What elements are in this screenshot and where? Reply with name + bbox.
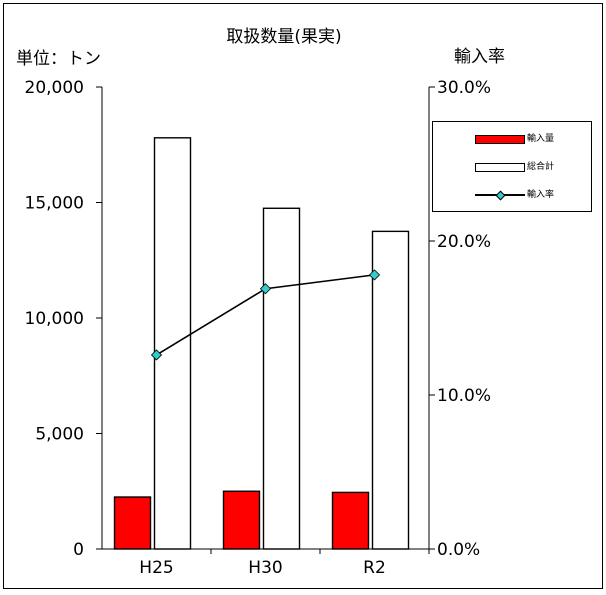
rate-point	[259, 283, 272, 295]
legend-label-total: 総合計	[527, 162, 555, 172]
chart-frame: 取扱数量(果実) 単位：トン 輸入率 0 5,000 10,000 15,000 20,…	[3, 3, 603, 589]
legend-marker-rate	[495, 190, 506, 201]
y-axis-label: 単位：トン	[16, 49, 101, 69]
rate-point	[150, 349, 163, 361]
legend-item-rate: 輸入率	[433, 188, 593, 202]
chart-title: 取扱数量(果実)	[226, 27, 342, 47]
legend-swatch-total	[475, 163, 525, 172]
bar-import	[222, 490, 261, 550]
x-tick-label: R2	[363, 558, 386, 578]
bar-total	[262, 207, 301, 550]
y2-tick-label: 10.0%	[437, 386, 491, 406]
bar-total	[371, 230, 410, 550]
rate-point	[368, 269, 381, 281]
x-tick-label: H30	[248, 558, 282, 578]
chart-legend: 輸入量 総合計 輸入率	[432, 121, 592, 212]
y-tick-label: 20,000	[25, 78, 84, 98]
legend-item-import: 輸入量	[433, 132, 593, 146]
y2-axis-label: 輸入率	[454, 47, 505, 67]
bar-total	[153, 137, 192, 550]
legend-item-total: 総合計	[433, 160, 593, 174]
y-tick-label: 0	[73, 540, 84, 560]
y2-tick-label: 0.0%	[437, 540, 480, 560]
legend-label-import: 輸入量	[527, 134, 555, 144]
y2-tick-label: 30.0%	[437, 78, 491, 98]
x-tick-label: H25	[139, 558, 173, 578]
chart-plot: 0 5,000 10,000 15,000 20,000 0.0% 10.0% 20.0% 30…	[25, 78, 492, 578]
y2-tick-label: 20.0%	[437, 232, 491, 252]
y-tick-label: 10,000	[25, 309, 84, 329]
legend-swatch-import	[475, 135, 525, 144]
y-tick-label: 15,000	[25, 194, 84, 214]
bar-import	[113, 496, 152, 550]
legend-label-rate: 輸入率	[527, 190, 555, 200]
y-tick-label: 5,000	[35, 425, 84, 445]
bar-import	[331, 491, 370, 550]
